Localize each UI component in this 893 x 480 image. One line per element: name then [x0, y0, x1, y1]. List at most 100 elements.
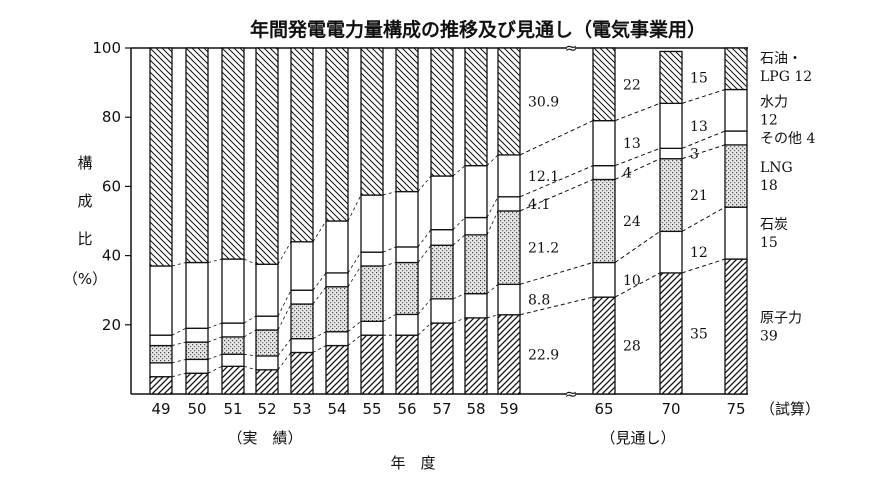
bar-segment — [464, 47, 488, 167]
connector-line — [382, 262, 397, 267]
bar-segment — [185, 327, 209, 343]
connector-line — [277, 303, 292, 331]
x-tick-label: 59 — [499, 400, 518, 418]
legend-value: LPG 12 — [760, 69, 812, 85]
bar-segment — [325, 331, 349, 347]
axis-break-mark: ≈ — [565, 39, 578, 57]
connector-line — [614, 147, 661, 167]
bar-segment — [724, 258, 748, 395]
x-tick-label: 51 — [223, 400, 242, 418]
bar-segment — [724, 206, 748, 260]
legend-label: 水力 — [760, 94, 788, 110]
connector-line — [417, 244, 432, 263]
axis-break-mark: ≈ — [565, 385, 578, 403]
bar-segment — [430, 175, 454, 231]
bar-segment — [592, 261, 616, 298]
bar-segment — [149, 47, 173, 267]
y-tick-label: 80 — [102, 108, 121, 126]
bar-segment — [185, 47, 209, 264]
connector-line — [382, 314, 397, 322]
bar-segment — [497, 154, 521, 198]
connector-line — [347, 334, 362, 346]
connector-line — [486, 210, 499, 236]
data-label: 24 — [623, 214, 641, 230]
chart-title: 年間発電電力量構成の推移及び見通し（電気事業用） — [250, 18, 706, 41]
connector-line — [614, 102, 661, 122]
legend-label: 石油・ — [760, 51, 802, 67]
bar-segment — [255, 263, 279, 317]
bar-segment — [360, 320, 384, 336]
x-tick-label: 49 — [151, 400, 170, 418]
bar-segment — [185, 261, 209, 329]
bar-segment — [592, 120, 616, 167]
connector-line — [382, 246, 397, 253]
connector-line — [519, 165, 594, 198]
legend-label: 原子力 — [760, 311, 802, 327]
bar-segment — [185, 372, 209, 395]
bar-segment — [395, 334, 419, 395]
data-label: 4 — [623, 166, 632, 182]
bar-segment — [464, 216, 488, 236]
bars — [149, 47, 748, 395]
bar-segment — [360, 47, 384, 196]
legend: 原子力 39 石炭 15 LNG 18 その他 4 水力 12 石油・ LPG 12 — [760, 51, 815, 345]
bar-segment — [497, 210, 521, 285]
connector-line — [452, 293, 466, 300]
bar-segment — [497, 314, 521, 395]
connector-line — [207, 353, 223, 360]
connector-line — [681, 89, 726, 104]
bar-segment — [724, 47, 748, 91]
connector-line — [277, 352, 292, 371]
y-tick-label: 40 — [102, 247, 121, 265]
y-axis-label-unit: （%） — [63, 270, 107, 288]
x-tick-label: 52 — [257, 400, 276, 418]
data-label: 10 — [623, 273, 641, 289]
connector-line — [312, 272, 327, 291]
connector-line — [519, 179, 594, 212]
bar-segment — [659, 102, 683, 149]
bar-segment — [290, 289, 314, 305]
connector-line — [207, 365, 223, 374]
x-tick-label: 75 — [726, 400, 745, 418]
bar-segment — [290, 47, 314, 243]
bar-segment — [221, 365, 245, 395]
bar-segment — [255, 47, 279, 265]
legend-value: 12 — [760, 112, 778, 128]
x-axis-title: 年 度 — [390, 454, 435, 472]
data-label: 12.1 — [528, 169, 559, 185]
data-label: 30.9 — [528, 94, 559, 110]
y-tick-label: 60 — [102, 177, 121, 195]
connector-line — [312, 286, 327, 305]
bar-segment — [325, 220, 349, 274]
data-label: 4.1 — [528, 197, 550, 213]
axes: ≈ ≈20 40 60 80 100 49 50 51 52 53 54 55 56 57 58 59 65 70 7… — [92, 39, 748, 418]
connector-line — [519, 120, 594, 156]
connector-line — [277, 290, 292, 317]
connector-line — [681, 130, 726, 149]
bar-segment — [592, 164, 616, 181]
bar-segment — [221, 258, 245, 324]
bar-segment — [464, 234, 488, 295]
data-label: 13 — [690, 119, 708, 135]
connector-line — [681, 258, 726, 274]
x-axis-suffix-label: （試算） — [760, 400, 820, 418]
connector-line — [417, 298, 432, 315]
data-label: 15 — [690, 70, 708, 86]
data-label: 12 — [690, 245, 708, 261]
bar-segment — [149, 334, 173, 347]
data-label: 8.8 — [528, 293, 550, 309]
bar-segment — [360, 334, 384, 395]
bar-segment — [430, 322, 454, 395]
bar-segment — [221, 322, 245, 338]
connector-line — [277, 338, 292, 357]
data-labels: 22.9 28 35 8.8 10 12 21.2 24 21 4.1 4 3 12.1 13 13 30.9… — [528, 70, 708, 363]
bar-segment — [592, 296, 616, 395]
connector-line — [417, 322, 432, 336]
connector-line — [207, 258, 223, 263]
bar-segment — [395, 47, 419, 193]
y-tick-label: 100 — [92, 39, 121, 57]
bar-segment — [185, 341, 209, 361]
bar-segment — [497, 47, 521, 156]
